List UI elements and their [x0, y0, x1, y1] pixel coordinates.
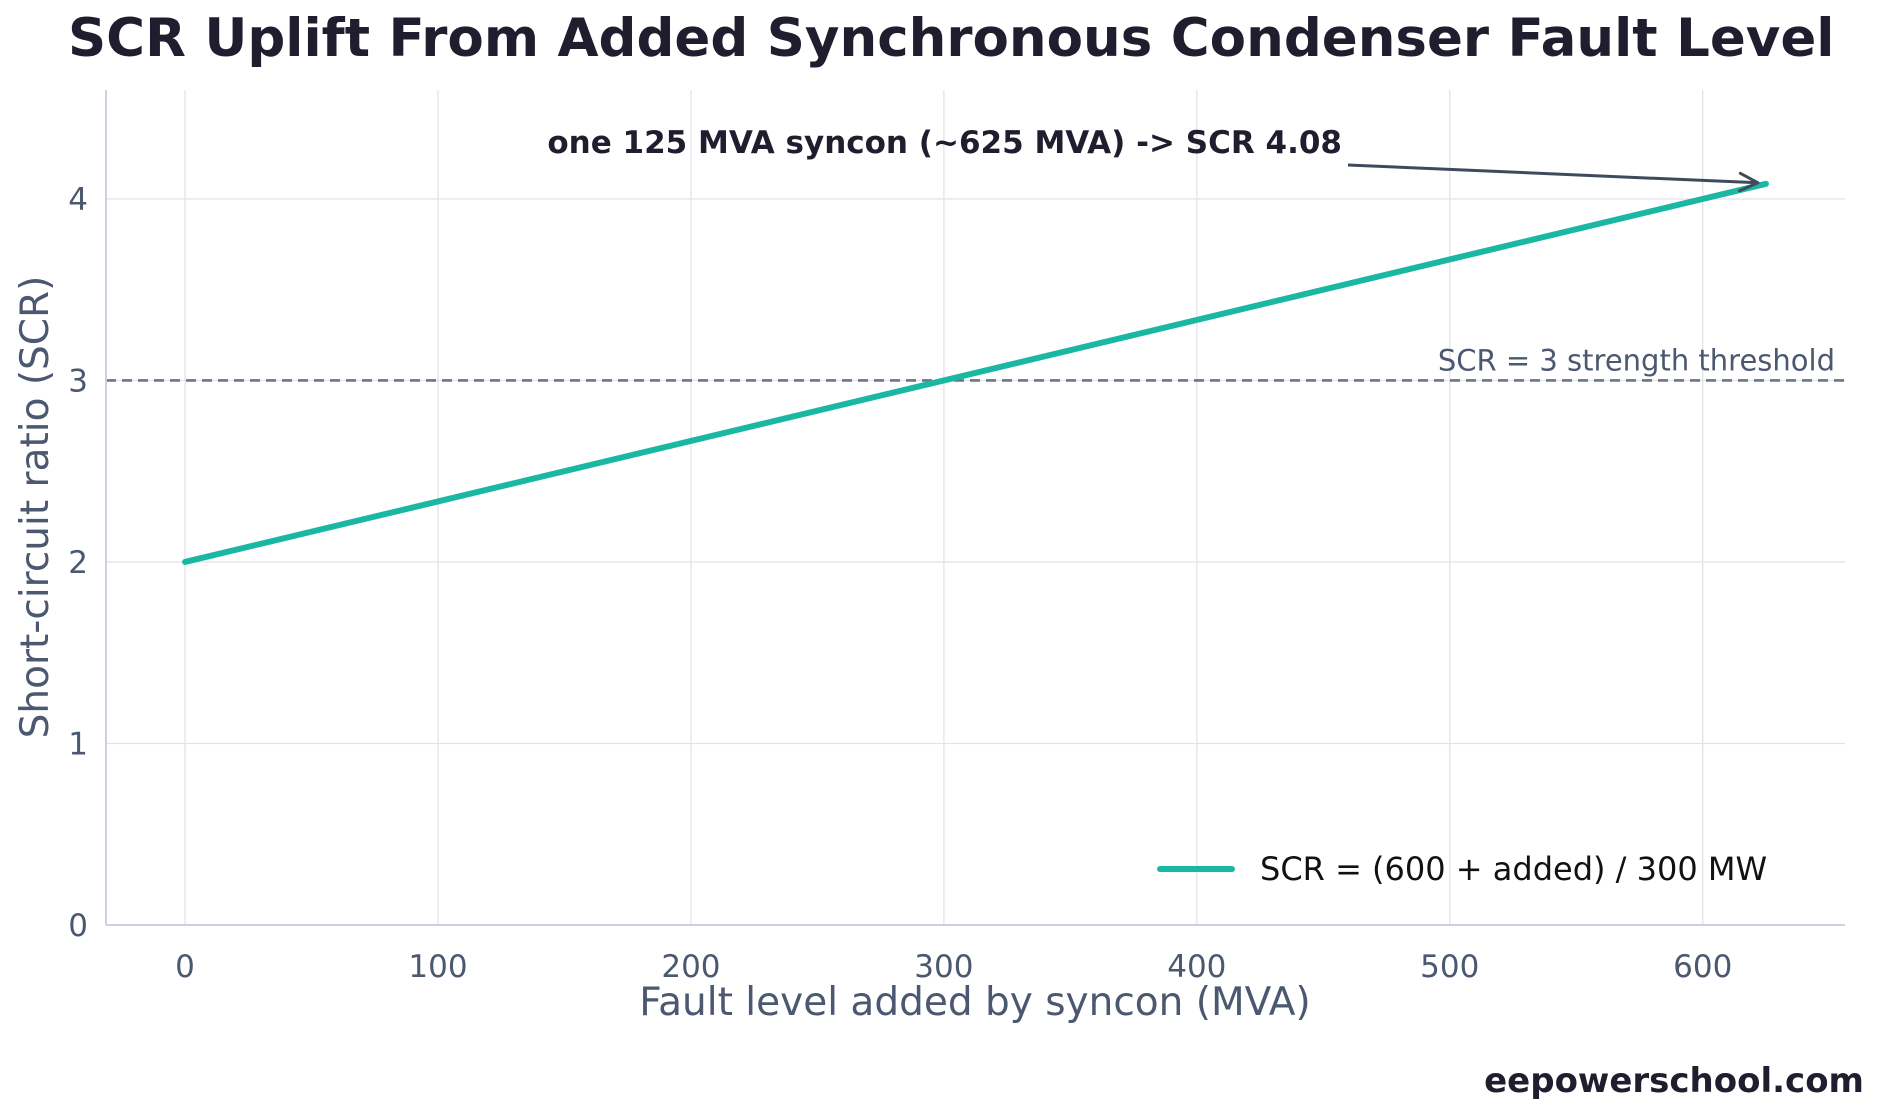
x-tick-label: 200	[661, 949, 720, 985]
x-tick-label: 500	[1420, 949, 1479, 985]
x-tick-label: 400	[1167, 949, 1226, 985]
series-line	[182, 180, 1769, 565]
x-tick-label: 0	[175, 949, 195, 985]
x-tick-label: 100	[408, 949, 467, 985]
legend: SCR = (600 + added) / 300 MW	[1157, 850, 1767, 888]
reference-lines: SCR = 3 strength threshold	[106, 343, 1845, 382]
chart-title: SCR Uplift From Added Synchronous Conden…	[68, 8, 1834, 69]
y-axis-label: Short-circuit ratio (SCR)	[13, 276, 58, 739]
tick-labels: 0 100 200 300 400 500 600 0 1 2 3 4	[68, 182, 1732, 985]
y-tick-label: 1	[68, 726, 88, 762]
x-axis-label: Fault level added by syncon (MVA)	[639, 980, 1310, 1025]
x-tick-label: 300	[914, 949, 973, 985]
threshold-label: SCR = 3 strength threshold	[1438, 343, 1835, 377]
y-tick-label: 3	[68, 363, 88, 399]
annotation-arrow	[1347, 163, 1759, 185]
y-tick-label: 4	[68, 182, 88, 218]
legend-label: SCR = (600 + added) / 300 MW	[1260, 850, 1767, 888]
x-tick-label: 600	[1673, 949, 1732, 985]
watermark: eepowerschool.com	[1484, 1061, 1864, 1101]
y-tick-label: 0	[68, 908, 88, 944]
series-layer	[182, 180, 1769, 565]
y-tick-label: 2	[68, 545, 88, 581]
annotation-arrowhead	[1738, 171, 1760, 193]
grid	[106, 90, 1845, 926]
annotations: one 125 MVA syncon (~625 MVA) -> SCR 4.0…	[547, 125, 1760, 193]
annotation-text: one 125 MVA syncon (~625 MVA) -> SCR 4.0…	[547, 125, 1342, 161]
axes	[105, 90, 1845, 926]
